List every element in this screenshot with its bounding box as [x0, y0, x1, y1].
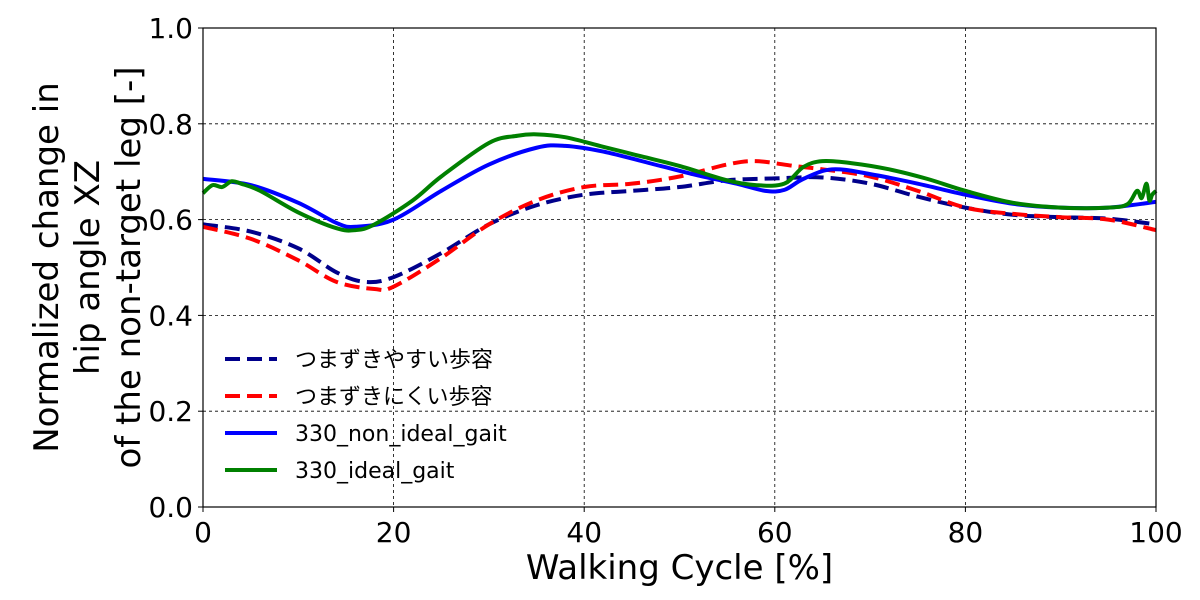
y-tick-label: 1.0 — [148, 12, 193, 45]
legend-label-series-2: 330_non_ideal_gait — [295, 422, 507, 447]
legend-label-series-3: 330_ideal_gait — [295, 459, 455, 484]
legend-label-series-1: つまずきにくい歩容 — [295, 385, 493, 410]
x-tick-label: 100 — [1129, 516, 1182, 549]
y-tick-label: 0.0 — [148, 491, 193, 524]
legend: つまずきやすい歩容 つまずきにくい歩容 330_non_ideal_gait 3… — [225, 348, 507, 484]
y-axis-title-line-3: of the non-target leg [-] — [109, 66, 149, 468]
legend-label-series-0: つまずきやすい歩容 — [295, 348, 493, 373]
x-axis-title: Walking Cycle [%] — [526, 548, 833, 588]
y-axis-title-line-2: hip angle XZ — [68, 160, 108, 375]
legend-item: 330_non_ideal_gait — [225, 422, 507, 447]
x-tick-labels: 0 20 40 60 80 100 — [194, 507, 1183, 549]
y-axis-title: Normalized change in hip angle XZ of the… — [27, 66, 149, 468]
plot-frame — [202, 27, 1157, 508]
y-tick-label: 0.4 — [148, 299, 193, 332]
legend-item: 330_ideal_gait — [225, 459, 455, 484]
legend-item: つまずきにくい歩容 — [225, 385, 493, 410]
series-line-1 — [202, 159, 1157, 293]
legend-item: つまずきやすい歩容 — [225, 348, 493, 373]
x-tick-label: 80 — [948, 516, 984, 549]
y-tick-label: 0.2 — [148, 395, 193, 428]
grid-lines — [203, 28, 1156, 507]
x-tick-label: 20 — [376, 516, 412, 549]
series-line-3 — [201, 132, 1158, 233]
x-tick-label: 0 — [194, 516, 212, 549]
x-tick-label: 60 — [757, 516, 793, 549]
series-line-2 — [202, 143, 1157, 229]
x-tick-label: 40 — [566, 516, 602, 549]
series-lines — [201, 132, 1158, 293]
y-tick-labels: 0.0 0.2 0.4 0.6 0.8 1.0 — [148, 12, 203, 524]
series-line-0 — [202, 175, 1157, 285]
y-tick-label: 0.8 — [148, 108, 193, 141]
y-axis-title-line-1: Normalized change in — [27, 82, 67, 453]
y-tick-label: 0.6 — [148, 204, 193, 237]
